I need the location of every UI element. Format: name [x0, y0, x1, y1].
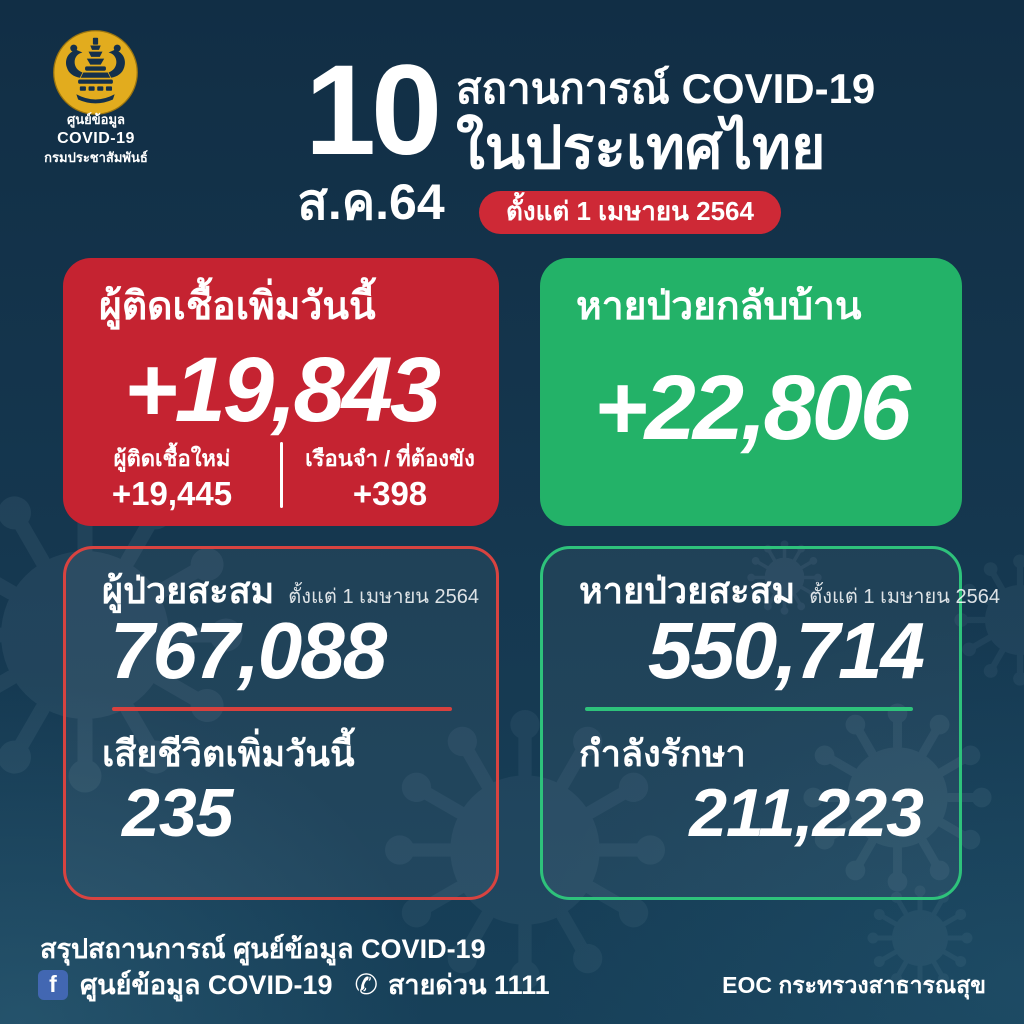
since-date-badge: ตั้งแต่ 1 เมษายน 2564: [479, 190, 781, 234]
cumulative-recovered-value: 550,714: [647, 606, 925, 695]
cumulative-cases-panel: ผู้ป่วยสะสม ตั้งแต่ 1 เมษายน 2564 767,08…: [63, 546, 499, 900]
deaths-today-value: 235: [122, 775, 233, 851]
report-date-day: 10: [304, 39, 442, 182]
logo-line1: ศูนย์ข้อมูล: [67, 112, 125, 127]
new-cases-breakdown: ผู้ติดเชื้อใหม่ +19,445 เรือนจำ / ที่ต้อ…: [63, 442, 499, 514]
new-cases-general-label: ผู้ติดเชื้อใหม่: [113, 446, 231, 471]
footer-contacts: f ศูนย์ข้อมูล COVID-19 ✆ สายด่วน 1111: [38, 968, 550, 1002]
new-cases-prison-value: +398: [352, 475, 428, 513]
report-date: 10 ส.ค.64: [278, 39, 464, 232]
new-cases-general: ผู้ติดเชื้อใหม่ +19,445: [63, 446, 281, 514]
phone-icon: ✆: [354, 969, 378, 1000]
cumulative-cases-value: 767,088: [110, 606, 387, 695]
logo-caption: ศูนย์ข้อมูล COVID-19 กรมประชาสัมพันธ์: [12, 112, 180, 167]
cumulative-cases-header: ผู้ป่วยสะสม ตั้งแต่ 1 เมษายน 2564: [102, 569, 479, 612]
hotline-label: สายด่วน 1111: [387, 969, 550, 1000]
cumulative-cases-title: ผู้ป่วยสะสม: [102, 570, 275, 611]
page-title-line2: ในประเทศไทย: [456, 115, 826, 182]
page-title: สถานการณ์ COVID-19 ในประเทศไทย ตั้งแต่ 1…: [456, 64, 876, 234]
new-cases-prison: เรือนจำ / ที่ต้องขัง +398: [281, 446, 499, 514]
garuda-emblem-icon: [53, 30, 138, 115]
recovered-today-card: หายป่วยกลับบ้าน +22,806: [540, 258, 962, 526]
green-divider: [585, 707, 913, 711]
cumulative-cases-since: ตั้งแต่ 1 เมษายน 2564: [288, 586, 480, 608]
page-title-line1: สถานการณ์ COVID-19: [456, 65, 876, 112]
logo-line3: กรมประชาสัมพันธ์: [44, 149, 148, 165]
footer-credit-text: EOC กระทรวงสาธารณสุข: [722, 972, 986, 998]
new-cases-title: ผู้ติดเชื้อเพิ่มวันนี้: [99, 285, 376, 328]
in-treatment-value: 211,223: [689, 775, 924, 851]
new-cases-prison-label: เรือนจำ / ที่ต้องขัง: [305, 446, 475, 471]
cumulative-recovered-header: หายป่วยสะสม ตั้งแต่ 1 เมษายน 2564: [579, 569, 1000, 612]
breakdown-divider: [280, 442, 283, 508]
deaths-today-label: เสียชีวิตเพิ่มวันนี้: [102, 733, 355, 774]
cumulative-recovered-since: ตั้งแต่ 1 เมษายน 2564: [809, 586, 1000, 608]
new-cases-value: +19,843: [123, 339, 441, 441]
footer-summary-text: สรุปสถานการณ์ ศูนย์ข้อมูล COVID-19: [40, 934, 486, 964]
new-cases-general-value: +19,445: [111, 475, 233, 513]
facebook-page-label: ศูนย์ข้อมูล COVID-19: [80, 969, 333, 1000]
cumulative-recovered-title: หายป่วยสะสม: [579, 570, 796, 611]
logo-line2: COVID-19: [57, 129, 135, 147]
facebook-icon: f: [38, 969, 68, 1000]
red-divider: [112, 707, 452, 711]
recovered-today-title: หายป่วยกลับบ้าน: [576, 285, 862, 328]
cumulative-recovered-panel: หายป่วยสะสม ตั้งแต่ 1 เมษายน 2564 550,71…: [540, 546, 1000, 900]
new-cases-card: ผู้ติดเชื้อเพิ่มวันนี้ +19,843 ผู้ติดเชื…: [63, 258, 499, 526]
report-date-month-year: ส.ค.64: [297, 173, 445, 230]
recovered-today-value: +22,806: [593, 357, 911, 459]
in-treatment-label: กำลังรักษา: [579, 733, 746, 774]
